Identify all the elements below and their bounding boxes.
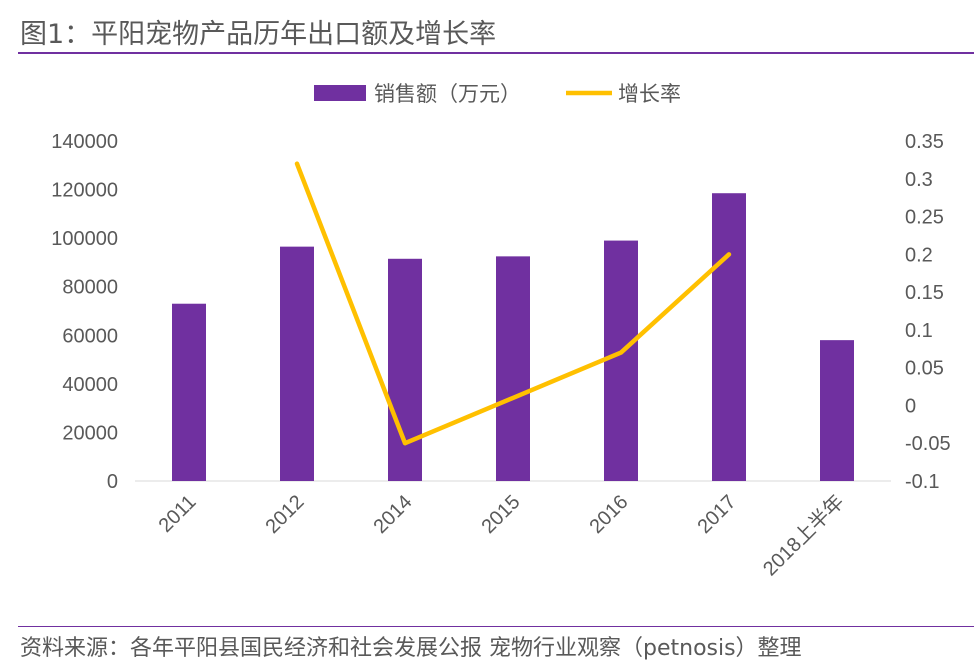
bar-2014 <box>388 258 422 481</box>
bar-2012 <box>280 246 314 481</box>
x-axis-tick: 2016 <box>586 491 633 538</box>
right-axis-tick: -0.1 <box>905 471 939 493</box>
x-axis-tick: 2018上半年 <box>758 490 848 580</box>
left-axis-tick: 80000 <box>62 277 118 299</box>
right-axis-tick: 0.2 <box>905 244 933 266</box>
right-axis-tick: 0.35 <box>905 131 944 153</box>
x-axis-tick: 2017 <box>694 491 741 538</box>
x-axis-tick: 2015 <box>478 491 525 538</box>
x-axis-tick: 2014 <box>370 491 417 538</box>
bar-2011 <box>172 303 206 481</box>
bar-2015 <box>496 256 530 481</box>
x-axis-tick: 2012 <box>262 491 309 538</box>
legend-bar-label: 销售额（万元） <box>374 83 521 106</box>
source-note: 资料来源：各年平阳县国民经济和社会发展公报 宠物行业观察（petnosis）整理 <box>20 636 802 661</box>
x-axis-tick: 2011 <box>155 491 201 537</box>
left-axis-tick: 0 <box>107 471 118 493</box>
right-axis-tick: 0.25 <box>905 207 944 229</box>
left-axis-tick: 40000 <box>62 374 118 396</box>
right-axis-tick: 0 <box>905 395 916 417</box>
left-axis-tick: 120000 <box>51 180 118 202</box>
left-axis-tick: 140000 <box>51 131 118 153</box>
bar-2018上半年 <box>820 340 854 481</box>
bar-2017 <box>712 193 746 481</box>
footer-rule <box>18 626 974 627</box>
left-axis-tick: 100000 <box>51 228 118 250</box>
chart-title: 图1：平阳宠物产品历年出口额及增长率 <box>20 19 497 50</box>
left-axis-tick: 20000 <box>62 422 118 444</box>
legend-bar-swatch <box>314 85 366 101</box>
right-axis-tick: 0.15 <box>905 282 944 304</box>
right-axis-tick: 0.1 <box>905 320 933 342</box>
legend-line-label: 增长率 <box>618 83 681 106</box>
bar-2016 <box>604 240 638 481</box>
right-axis-tick: 0.05 <box>905 358 944 380</box>
right-axis-tick: -0.05 <box>905 433 951 455</box>
right-axis-tick: 0.3 <box>905 169 933 191</box>
title-rule <box>18 52 974 54</box>
left-axis-tick: 60000 <box>62 325 118 347</box>
